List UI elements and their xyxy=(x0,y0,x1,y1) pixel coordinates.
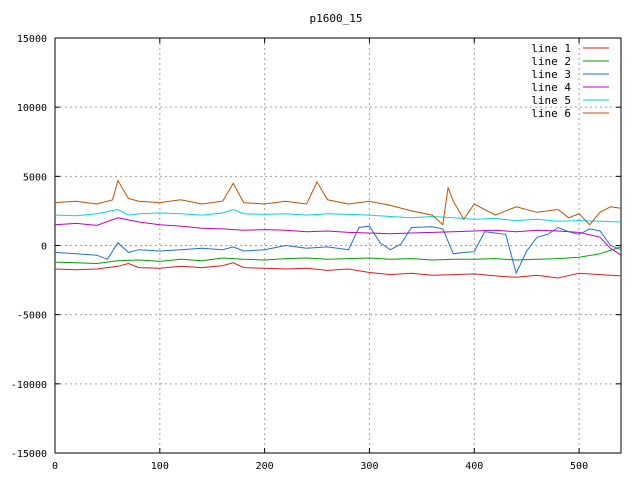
series-line-line-1 xyxy=(54,262,622,279)
series-lines xyxy=(54,179,622,279)
axes xyxy=(54,37,622,454)
series-line-line-4 xyxy=(54,217,622,256)
x-tick-label: 500 xyxy=(570,461,588,472)
y-tick-label: 0 xyxy=(41,242,47,253)
series-line-line-3 xyxy=(54,225,622,275)
legend-label: line 4 xyxy=(531,81,571,94)
series-line-line-2 xyxy=(54,246,622,265)
series-line-line-5 xyxy=(54,208,622,223)
legend-label: line 1 xyxy=(531,42,571,55)
legend-label: line 6 xyxy=(531,107,571,120)
x-tick-label: 100 xyxy=(151,461,169,472)
legend-label: line 5 xyxy=(531,94,571,107)
grid-lines xyxy=(55,38,621,453)
x-tick-label: 200 xyxy=(256,461,274,472)
tick-labels: 0 100 200 300 400 500 -15000 -10000 -5000 0 5000 10… xyxy=(11,34,588,472)
y-tick-label: 5000 xyxy=(23,172,47,183)
chart-title: p1600_15 xyxy=(310,12,363,25)
y-tick-label: -5000 xyxy=(17,311,47,322)
y-tick-label: -10000 xyxy=(11,380,47,391)
x-tick-label: 400 xyxy=(465,461,483,472)
series-line-line-6 xyxy=(54,179,622,226)
legend-label: line 3 xyxy=(531,68,571,81)
x-tick-label: 0 xyxy=(52,461,58,472)
legend-label: line 2 xyxy=(531,55,571,68)
y-tick-label: -15000 xyxy=(11,449,47,460)
y-tick-label: 15000 xyxy=(17,34,47,45)
x-tick-label: 300 xyxy=(360,461,378,472)
y-tick-label: 10000 xyxy=(17,103,47,114)
